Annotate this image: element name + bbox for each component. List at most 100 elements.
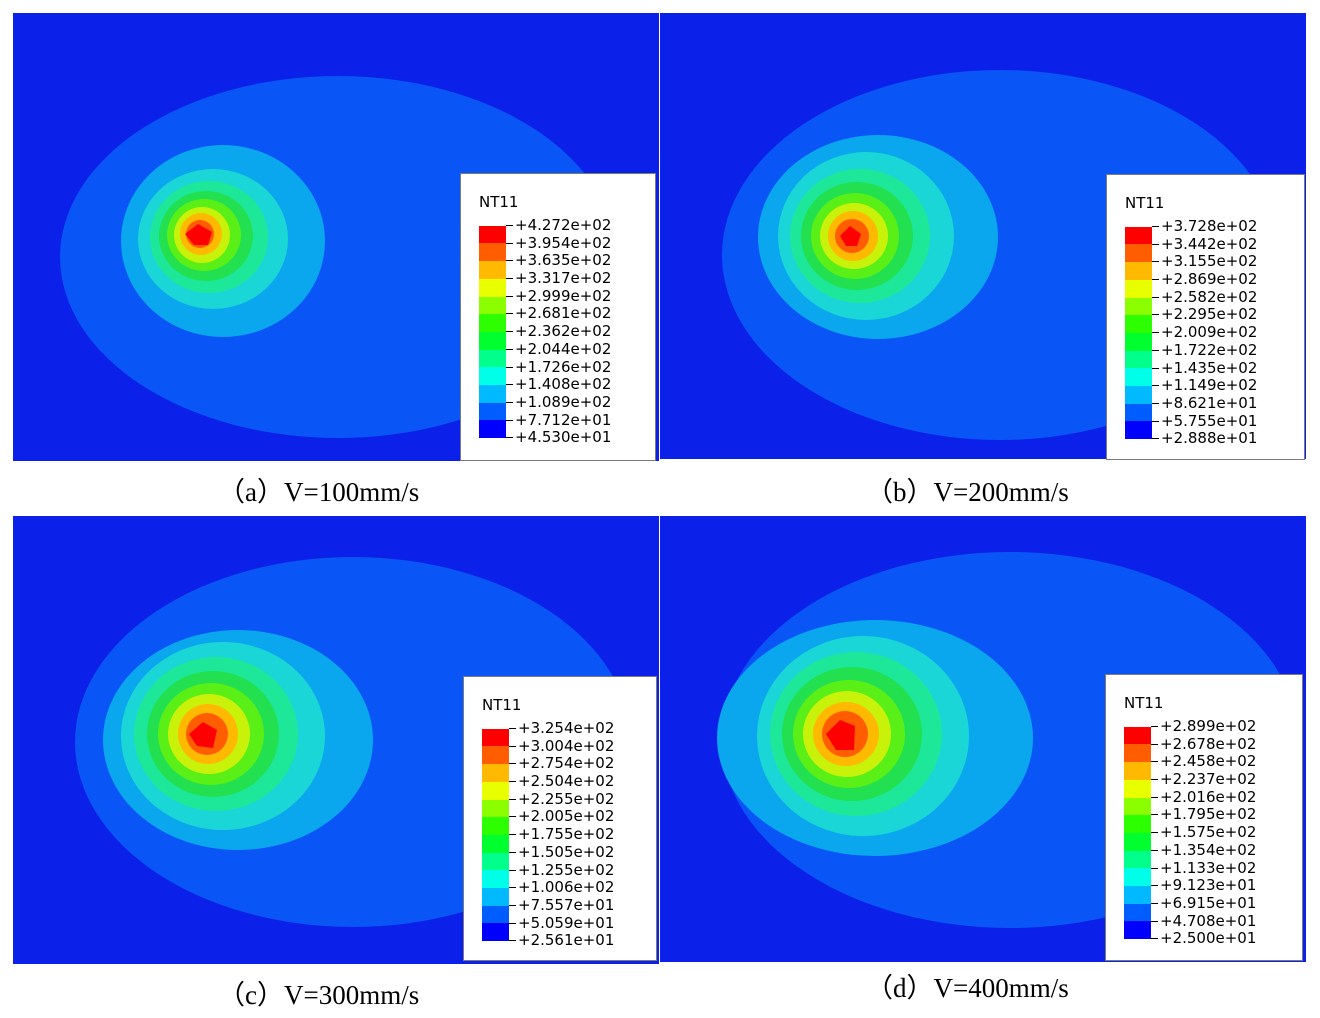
legend-swatch: [482, 781, 509, 800]
legend-row: +4.708e+01: [1124, 912, 1294, 940]
legend-row: +2.458e+02: [1124, 753, 1294, 780]
legend-row: +3.442e+02: [1125, 235, 1295, 263]
legend-swatch: [1125, 315, 1152, 333]
legend-tick-label: +3.728e+02: [1152, 217, 1257, 236]
legend-swatch: [1125, 403, 1152, 422]
contour-peak: [189, 722, 217, 748]
legend-row: +1.722e+02: [1125, 341, 1295, 369]
legend-swatch: [1124, 726, 1151, 745]
legend-row: +1.795e+02: [1124, 806, 1294, 833]
legend-rows: +4.272e+02 +3.954e+02 +3.635e+02 +3.317e+02…: [479, 216, 649, 447]
legend-tick-label: +2.899e+02: [1151, 717, 1256, 736]
legend-swatch: [482, 905, 509, 924]
legend-tick-label: +2.016e+02: [1151, 788, 1256, 807]
legend-tick-label: +3.635e+02: [506, 252, 611, 270]
contour-peak: [826, 720, 855, 750]
legend-tick-label: +2.582e+02: [1152, 288, 1257, 307]
legend-row: +2.754e+02: [482, 755, 652, 782]
legend-row: +9.123e+01: [1124, 876, 1294, 904]
legend-tick-label: +1.133e+02: [1151, 859, 1256, 878]
legend-tick-label: +2.681e+02: [506, 305, 611, 323]
legend-row: +1.149e+02: [1125, 376, 1295, 404]
legend-swatch: [1125, 226, 1152, 245]
legend-swatch: [1125, 262, 1152, 280]
legend-row: +3.954e+02: [479, 234, 649, 262]
legend-row: +1.354e+02: [1124, 841, 1294, 869]
legend-tick-label: +1.255e+02: [509, 861, 614, 880]
legend-swatch: [1124, 832, 1151, 851]
legend-tick-label: +1.006e+02: [509, 878, 614, 897]
legend-row: +2.582e+02: [1125, 288, 1295, 316]
legend-row: +6.915e+01: [1124, 894, 1294, 922]
legend-row: +3.004e+02: [482, 737, 652, 765]
legend-swatch: [1125, 368, 1152, 386]
legend-row: +3.728e+02: [1125, 217, 1295, 245]
legend-row: +2.869e+02: [1125, 270, 1295, 298]
legend-row: +4.272e+02: [479, 216, 649, 244]
legend-row: +4.530e+01: [479, 429, 649, 447]
legend-swatch: [479, 349, 506, 368]
legend-swatch: [479, 384, 506, 403]
legend-rows: +2.899e+02 +2.678e+02 +2.458e+02 +2.237e+02…: [1124, 717, 1294, 948]
legend-row: +1.408e+02: [479, 375, 649, 403]
legend-row: +1.575e+02: [1124, 823, 1294, 851]
legend-row: +2.362e+02: [479, 322, 649, 350]
legend-rows: +3.254e+02 +3.004e+02 +2.754e+02 +2.504e+02…: [482, 719, 652, 950]
legend-tick-label: +1.354e+02: [1151, 841, 1256, 860]
legend-tick-label: +1.505e+02: [509, 843, 614, 862]
legend-swatch: [1125, 385, 1152, 404]
legend-swatch: [482, 764, 509, 782]
legend-row: +2.016e+02: [1124, 788, 1294, 816]
caption-c: （c）V=300mm/s: [218, 980, 420, 1010]
legend-tick-label: +2.869e+02: [1152, 270, 1257, 289]
legend-tick-label: +1.795e+02: [1151, 806, 1256, 824]
legend-tick-label: +4.708e+01: [1151, 912, 1256, 931]
legend-row: +2.005e+02: [482, 808, 652, 835]
legend-tick-label: +3.954e+02: [506, 234, 611, 253]
legend-tick-label: +5.755e+01: [1152, 412, 1257, 431]
legend-tick-label: +4.272e+02: [506, 216, 611, 235]
legend-row: +3.317e+02: [479, 269, 649, 297]
legend-row: +1.726e+02: [479, 358, 649, 385]
legend-swatch: [479, 402, 506, 421]
legend-swatch: [482, 799, 509, 818]
legend-swatch: [1124, 744, 1151, 763]
panel-c: NT11 +3.254e+02 +3.004e+02 +2.754e+02 +2.50…: [13, 516, 659, 964]
legend-tick-label: +2.888e+01: [1152, 430, 1257, 448]
legend-tick-label: +2.044e+02: [506, 340, 611, 359]
legend-row: +2.295e+02: [1125, 306, 1295, 333]
legend-swatch: [1124, 762, 1151, 780]
legend-tick-label: +2.009e+02: [1152, 323, 1257, 342]
legend-tick-label: +2.504e+02: [509, 772, 614, 791]
legend-swatch: [482, 817, 509, 835]
legend-row: +5.059e+01: [482, 914, 652, 942]
legend-tick-label: +9.123e+01: [1151, 876, 1256, 895]
legend-swatch: [1124, 815, 1151, 833]
legend-swatch: [479, 331, 506, 350]
legend-swatch: [479, 420, 506, 439]
legend-row: +1.089e+02: [479, 393, 649, 421]
panel-a: NT11 +4.272e+02 +3.954e+02 +3.635e+02 +3.31…: [13, 13, 659, 461]
legend-swatch: [479, 314, 506, 332]
legend-tick-label: +2.005e+02: [509, 808, 614, 826]
legend-row: +2.500e+01: [1124, 930, 1294, 948]
legend-row: +3.254e+02: [482, 719, 652, 747]
legend-row: +1.133e+02: [1124, 859, 1294, 886]
legend-title: NT11: [479, 193, 519, 211]
caption-a: （a）V=100mm/s: [218, 477, 420, 507]
legend-row: +2.681e+02: [479, 305, 649, 332]
legend-title: NT11: [482, 696, 522, 714]
panel-d: NT11 +2.899e+02 +2.678e+02 +2.458e+02 +2.23…: [660, 516, 1306, 962]
legend-row: +1.755e+02: [482, 825, 652, 853]
legend-tick-label: +2.295e+02: [1152, 306, 1257, 324]
caption-d: （d）V=400mm/s: [866, 973, 1069, 1003]
legend-swatch: [482, 852, 509, 871]
legend-swatch: [479, 261, 506, 279]
legend-tick-label: +1.575e+02: [1151, 823, 1256, 842]
legend-rows: +3.728e+02 +3.442e+02 +3.155e+02 +2.869e+02…: [1125, 217, 1295, 448]
legend-title: NT11: [1124, 694, 1164, 712]
legend-row: +3.635e+02: [479, 252, 649, 279]
contour-peak: [185, 224, 212, 245]
legend-a: NT11 +4.272e+02 +3.954e+02 +3.635e+02 +3.31…: [460, 173, 656, 461]
legend-tick-label: +1.089e+02: [506, 393, 611, 412]
